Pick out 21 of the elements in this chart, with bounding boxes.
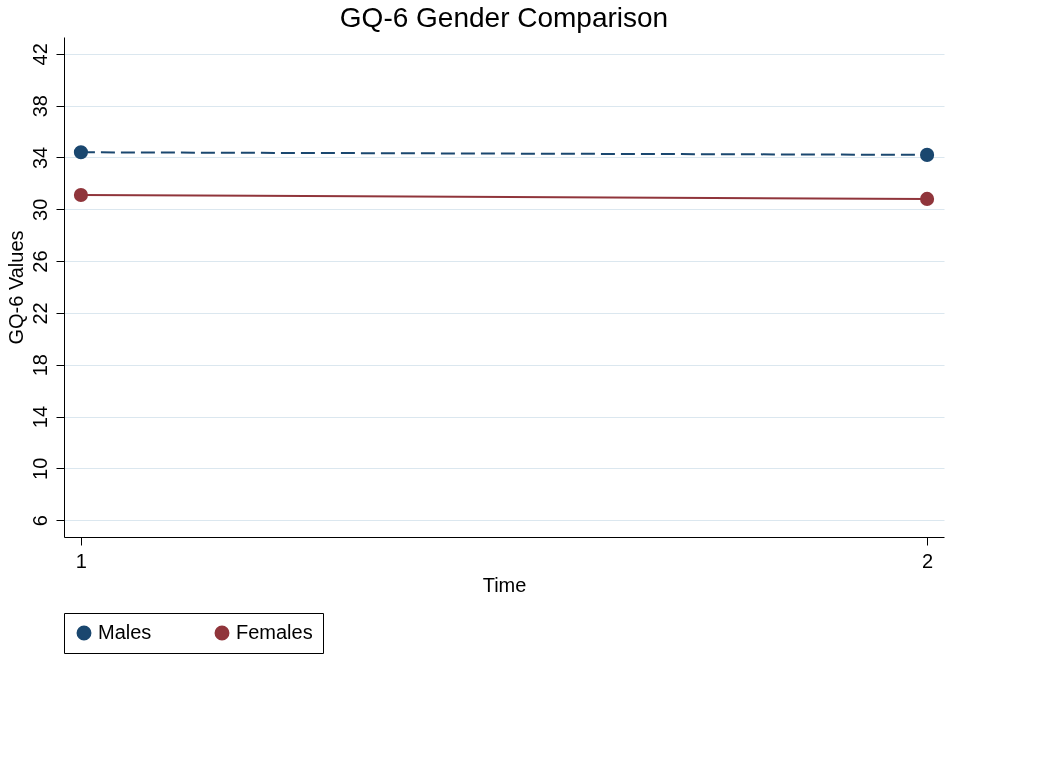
chart-title: GQ-6 Gender Comparison [339,2,669,33]
point [920,147,935,162]
y-tick-label: 18 [28,354,51,377]
y-tick-label: 22 [28,302,51,325]
x-tick-label: 1 [75,549,87,572]
y-tick-label: 6 [28,515,51,527]
y-tick-label: 10 [28,457,51,480]
point [73,187,88,203]
point [920,191,935,206]
x-tick-label: 2 [922,549,934,572]
y-tick-label: 30 [28,198,51,221]
y-axis-title: GQ-6 Values [4,230,27,345]
y-tick-label: 34 [28,146,51,170]
y-tick-label: 14 [28,405,51,429]
y-tick-label: 42 [28,43,51,66]
y-tick-label: 38 [28,95,51,118]
y-tick-label: 26 [28,250,51,273]
point [73,145,88,160]
legend-label: Males [98,621,152,643]
legend-label: Females [236,621,313,643]
x-axis-title: Time [482,573,527,596]
